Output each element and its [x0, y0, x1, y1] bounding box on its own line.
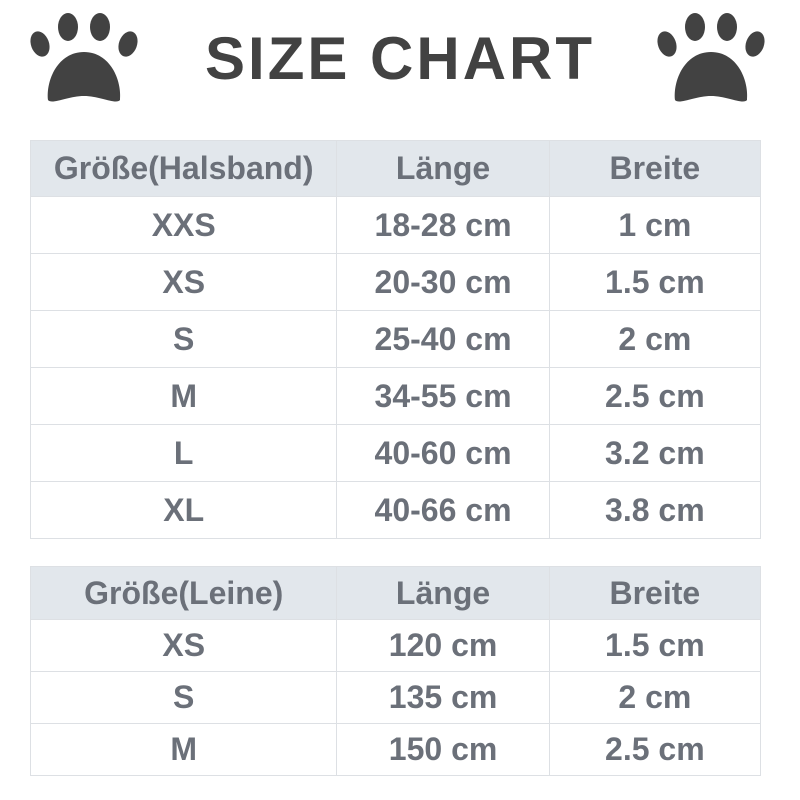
paw-print-icon [657, 13, 765, 102]
table-cell: 1.5 cm [548, 253, 762, 311]
leash-size-table: Größe(Leine) Länge Breite XS 120 cm 1.5 cm… [29, 566, 762, 776]
table-cell: L [29, 424, 338, 482]
table-cell: 3.2 cm [548, 424, 762, 482]
table-cell: XL [29, 481, 338, 539]
table-row: M 150 cm 2.5 cm [29, 723, 762, 776]
table-cell: M [29, 367, 338, 425]
table-row: S 135 cm 2 cm [29, 671, 762, 724]
paw-print-icon [30, 13, 138, 102]
table-cell: 25-40 cm [336, 310, 550, 368]
page-title: SIZE CHART [205, 25, 595, 92]
table-cell: 3.8 cm [548, 481, 762, 539]
column-header: Länge [336, 140, 550, 197]
column-header: Breite [548, 140, 762, 197]
table-cell: XS [29, 619, 338, 672]
column-header: Breite [548, 566, 762, 620]
table-cell: 150 cm [336, 723, 550, 776]
table-cell: 2 cm [548, 310, 762, 368]
table-row: XS 20-30 cm 1.5 cm [29, 253, 762, 311]
table-cell: S [29, 310, 338, 368]
table-cell: 20-30 cm [336, 253, 550, 311]
table-cell: 18-28 cm [336, 196, 550, 254]
table-cell: XS [29, 253, 338, 311]
table-cell: S [29, 671, 338, 724]
table-cell: 40-60 cm [336, 424, 550, 482]
table-cell: 120 cm [336, 619, 550, 672]
table-cell: 40-66 cm [336, 481, 550, 539]
table-row: XS 120 cm 1.5 cm [29, 619, 762, 672]
table-cell: 1.5 cm [548, 619, 762, 672]
table-header-row: Größe(Halsband) Länge Breite [29, 140, 762, 197]
table-cell: 34-55 cm [336, 367, 550, 425]
table-cell: 135 cm [336, 671, 550, 724]
table-row: M 34-55 cm 2.5 cm [29, 367, 762, 425]
column-header: Länge [336, 566, 550, 620]
column-header: Größe(Halsband) [29, 140, 338, 197]
column-header: Größe(Leine) [29, 566, 338, 620]
table-row: XXS 18-28 cm 1 cm [29, 196, 762, 254]
table-cell: 1 cm [548, 196, 762, 254]
table-cell: XXS [29, 196, 338, 254]
table-cell: 2 cm [548, 671, 762, 724]
table-row: S 25-40 cm 2 cm [29, 310, 762, 368]
table-row: L 40-60 cm 3.2 cm [29, 424, 762, 482]
table-row: XL 40-66 cm 3.8 cm [29, 481, 762, 539]
table-header-row: Größe(Leine) Länge Breite [29, 566, 762, 620]
collar-size-table: Größe(Halsband) Länge Breite XXS 18-28 cm… [29, 140, 762, 539]
table-cell: 2.5 cm [548, 723, 762, 776]
table-cell: 2.5 cm [548, 367, 762, 425]
table-cell: M [29, 723, 338, 776]
